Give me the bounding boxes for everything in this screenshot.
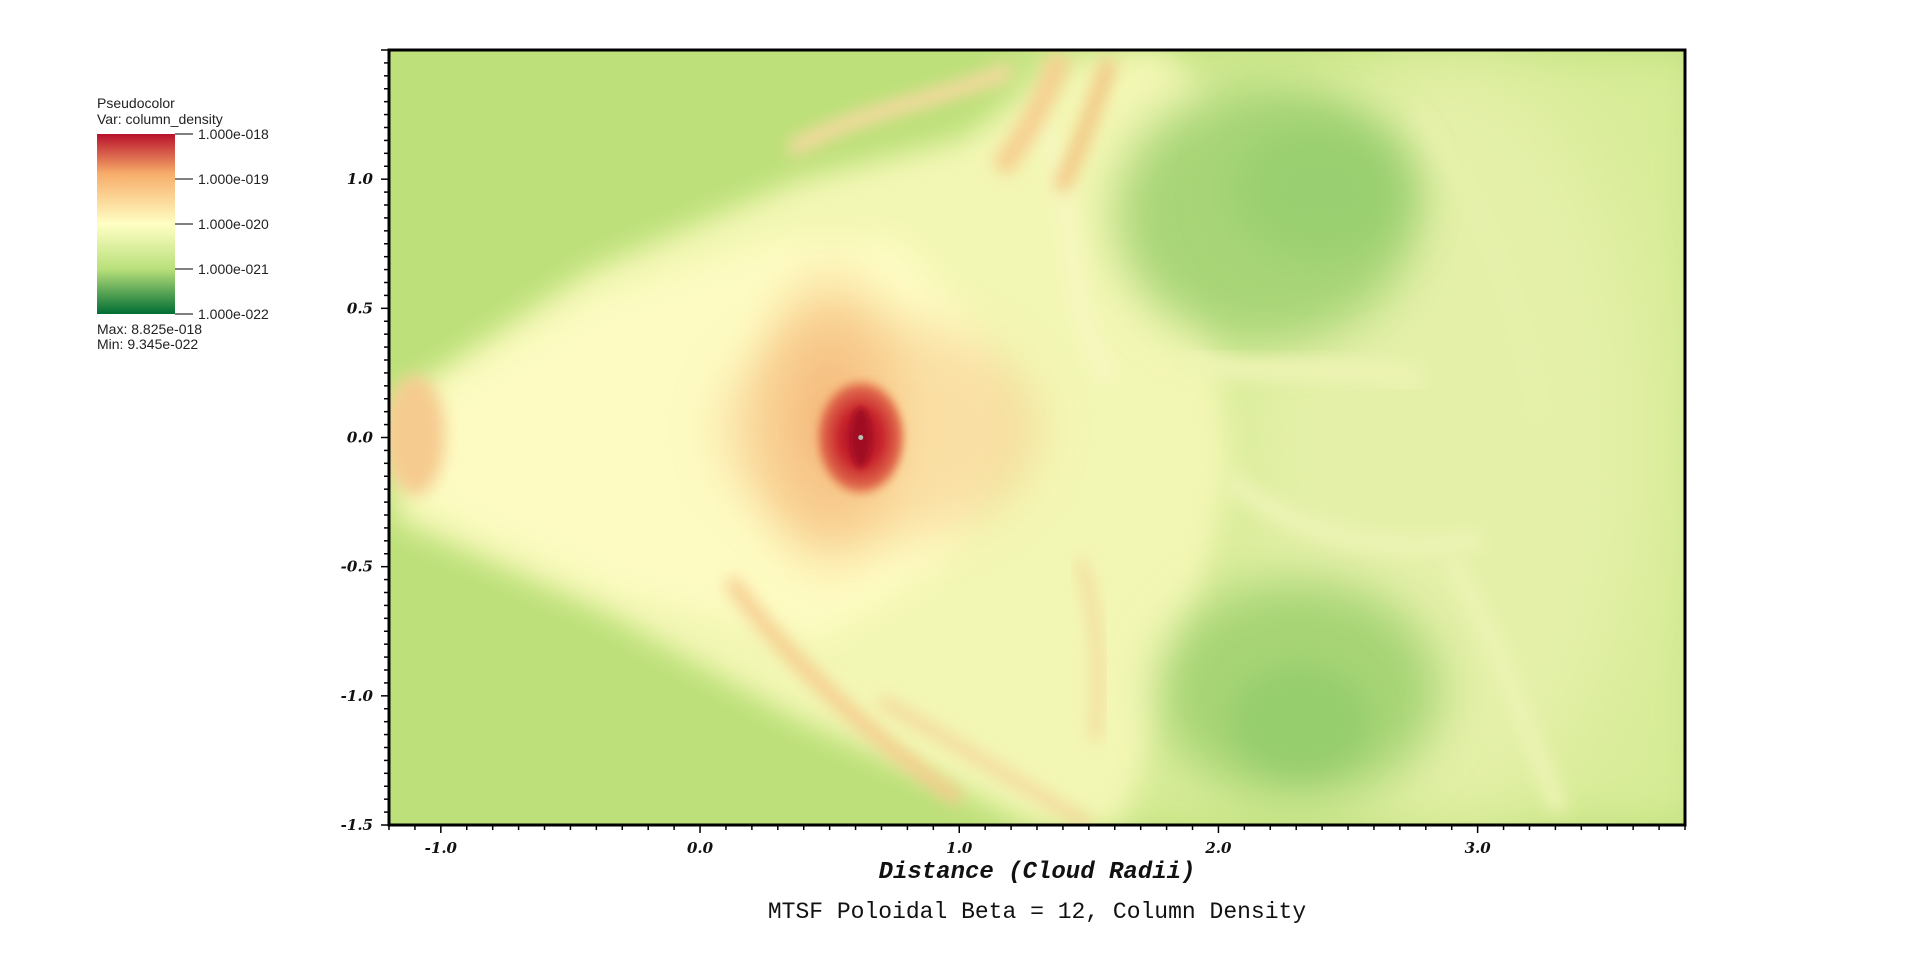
y-tick-label: 1.0 [347, 170, 374, 188]
x-tick-label: 0.0 [687, 839, 714, 857]
y-tick-label: 0.0 [347, 429, 374, 447]
x-tick-label: 3.0 [1465, 839, 1492, 857]
y-tick-label: -1.0 [341, 687, 374, 705]
legend-min: Min: 9.345e-022 [97, 336, 198, 352]
y-tick-label: -1.5 [341, 816, 373, 834]
colorbar-level-label: 1.000e-021 [198, 261, 269, 277]
legend-max: Max: 8.825e-018 [97, 321, 202, 337]
y-tick-label: 0.5 [347, 299, 373, 317]
colorbar-legend: Pseudocolor Var: column_density 1.000e-0… [97, 95, 269, 352]
colorbar [97, 134, 175, 314]
x-tick-label: 2.0 [1204, 839, 1232, 857]
colorbar-level-label: 1.000e-019 [198, 171, 269, 187]
colorbar-level-label: 1.000e-022 [198, 306, 269, 322]
legend-variable: Var: column_density [97, 111, 223, 127]
colorbar-level-label: 1.000e-018 [198, 126, 269, 142]
x-tick-label: -1.0 [425, 839, 458, 857]
legend-plot-type: Pseudocolor [97, 95, 175, 111]
y-axis: 1.0 0.5 0.0 -0.5 -1.0 -1.5 [341, 49, 389, 834]
column-density-heatmap [389, 50, 1685, 825]
x-axis: -1.0 0.0 1.0 2.0 3.0 [388, 825, 1686, 857]
x-axis-title: Distance (Cloud Radii) [879, 859, 1196, 886]
chart-title: MTSF Poloidal Beta = 12, Column Density [768, 899, 1306, 925]
colorbar-level-label: 1.000e-020 [198, 216, 269, 232]
x-tick-label: 1.0 [946, 839, 973, 857]
y-tick-label: -0.5 [341, 558, 373, 576]
sink-particle-marker [858, 435, 864, 440]
